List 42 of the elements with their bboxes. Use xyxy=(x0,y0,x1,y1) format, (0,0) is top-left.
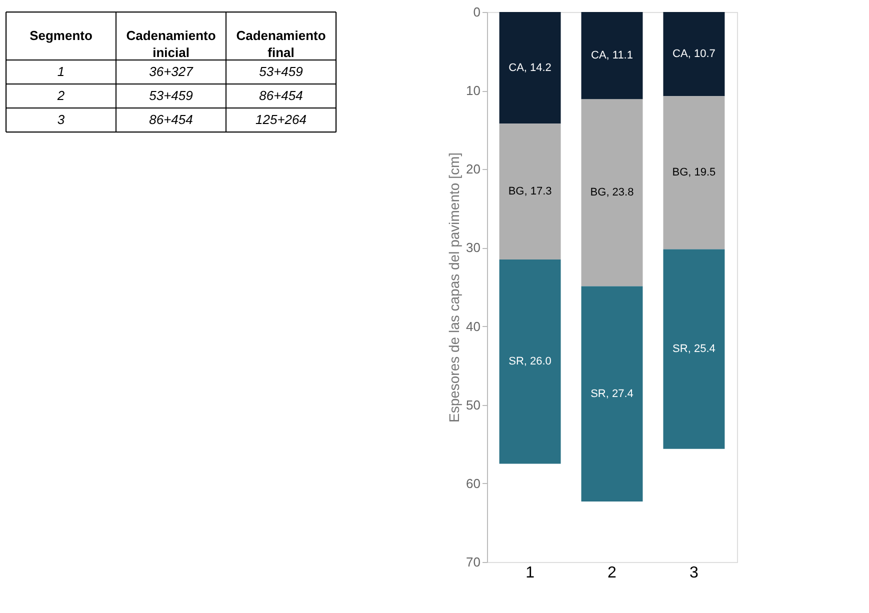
category-label: Cadenamiento final xyxy=(236,28,326,60)
data-label: BG, 19.5 xyxy=(672,166,716,179)
data-label: BG, 17.3 xyxy=(508,186,552,198)
y-tick-label: 10 xyxy=(466,83,480,98)
bar xyxy=(499,124,561,260)
y-tick-label: 30 xyxy=(466,240,480,256)
y-tick-label: 40 xyxy=(466,318,480,334)
y-tick-label: 50 xyxy=(466,397,480,412)
y-axis-title: Espesores de las capas del pavimento [cm] xyxy=(446,152,462,423)
y-tick-label: 20 xyxy=(466,162,480,177)
y-tick-label: 60 xyxy=(466,476,480,491)
x-tick-label: 3 xyxy=(690,564,699,582)
text: 86+454 xyxy=(259,88,303,103)
data-label: SR, 27.4 xyxy=(590,388,634,400)
x-tick-label: 2 xyxy=(608,564,617,582)
text: 125+264 xyxy=(256,112,306,127)
category-label: Cadenamiento inicial xyxy=(126,28,216,60)
data-label: BG, 23.8 xyxy=(590,186,634,199)
text: 2 xyxy=(56,88,66,103)
text: 36+327 xyxy=(149,64,194,79)
data-label: SR, 25.4 xyxy=(672,343,716,356)
data-label: CA, 14.2 xyxy=(508,62,552,74)
bar xyxy=(663,249,725,449)
bar xyxy=(581,99,643,286)
bar xyxy=(581,12,643,100)
y-tick-label: 70 xyxy=(466,554,480,570)
text: 86+454 xyxy=(149,112,193,127)
text: 1 xyxy=(57,64,65,79)
text: 53+459 xyxy=(259,64,303,79)
data-label: CA, 10.7 xyxy=(672,48,716,60)
bar xyxy=(499,12,561,124)
text: 3 xyxy=(57,112,66,127)
bar xyxy=(663,96,725,250)
data-label: SR, 26.0 xyxy=(508,356,552,368)
y-tick-label: 0 xyxy=(473,4,480,20)
text: 53+459 xyxy=(149,88,193,103)
data-label: CA, 11.1 xyxy=(591,50,633,62)
bar xyxy=(663,12,725,96)
bar xyxy=(499,260,561,464)
bar xyxy=(581,286,643,502)
category-label: Segmento xyxy=(30,28,92,43)
x-tick-label: 1 xyxy=(526,564,535,582)
